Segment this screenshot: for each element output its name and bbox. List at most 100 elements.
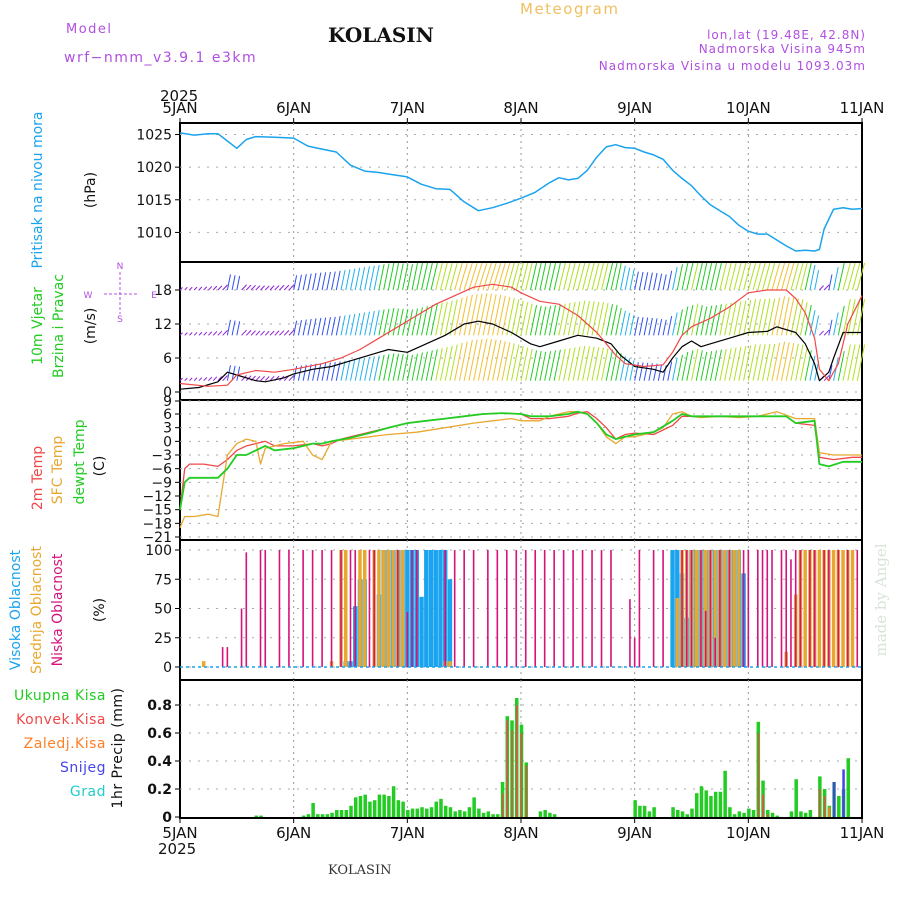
wind-arrow	[714, 349, 722, 381]
wind-arrow	[406, 354, 414, 381]
wind-arrow	[582, 346, 590, 381]
bottom-year-label: 2025	[158, 840, 196, 858]
wind-arrow	[572, 346, 581, 381]
wind-arrow	[307, 273, 312, 291]
precip-bar	[339, 810, 344, 817]
top-x-axis: 5JAN 6JAN 7JAN 8JAN 9JAN 10JAN 11JAN	[162, 99, 884, 123]
wind-arrow	[501, 342, 511, 381]
cloud-bar	[240, 608, 243, 667]
wind-arrow	[615, 353, 622, 381]
wind-arrow	[695, 305, 703, 336]
wind-arrow	[852, 344, 861, 381]
wind-arrow	[799, 262, 808, 291]
cloud-bar	[747, 550, 750, 667]
wind-arrow	[795, 344, 804, 381]
precip-bar	[794, 779, 798, 817]
wind-arrow	[416, 307, 423, 336]
precip-bar	[762, 794, 764, 817]
temp-ylabel-sfc: SFC Temp	[50, 436, 66, 505]
wind-arrow	[373, 264, 380, 291]
precip-bar	[642, 805, 647, 817]
bottom-x-axis: 5JAN 6JAN 7JAN 8JAN 9JAN 10JAN 11JAN	[162, 818, 884, 842]
precip-bar	[647, 811, 652, 817]
wind-arrow	[425, 262, 433, 291]
wind-arrow	[567, 347, 576, 381]
wind-arrow	[586, 301, 595, 336]
wind-arrow	[264, 376, 270, 382]
wind-arrow	[222, 329, 228, 336]
wind-arrow	[676, 309, 683, 336]
wind-arrow	[752, 344, 761, 381]
cloud-ylabel-high: Visoka Oblacnost	[8, 549, 24, 670]
wind-arrow	[785, 262, 795, 291]
wind-arrow	[515, 300, 524, 336]
precip-bar	[742, 812, 746, 817]
cloud-bar	[344, 550, 348, 667]
wind-arrow	[695, 350, 703, 381]
wind-arrow	[392, 262, 400, 291]
wind-arrow	[354, 313, 361, 336]
wind-arrow	[473, 262, 483, 291]
model-name: wrf−nmm_v3.9.1 e3km	[64, 50, 257, 66]
wind-arrow	[681, 262, 689, 291]
wind-arrow	[624, 312, 631, 336]
wind-arrow	[255, 285, 261, 291]
y-tick-label: 75	[154, 572, 172, 588]
wind-arrow	[738, 345, 747, 381]
wind-arrow	[790, 343, 799, 381]
wind-arrow	[553, 349, 561, 381]
cloud-bar	[817, 550, 822, 667]
cloud-bar	[813, 550, 816, 667]
top-year-label: 2025	[160, 87, 198, 105]
wind-arrow	[440, 262, 448, 291]
wind-arrow	[316, 317, 322, 336]
y-tick-label: 25	[154, 631, 172, 647]
wind-arrow	[373, 355, 380, 381]
wind-arrow	[425, 305, 433, 336]
wind-arrow	[619, 265, 626, 291]
wind-arrow	[709, 350, 718, 381]
wind-arrow	[226, 274, 231, 291]
precip-bar	[349, 805, 353, 817]
precip-bar	[671, 807, 675, 817]
wind-gust-line	[179, 283, 863, 387]
cloud-bar	[675, 597, 680, 667]
cloud-bar	[416, 550, 418, 667]
wind-arrow	[468, 262, 478, 291]
precip-bar	[254, 815, 259, 817]
wind-arrow	[520, 302, 529, 336]
cloud-bar	[562, 550, 565, 667]
precip-bar	[737, 811, 742, 817]
wind-arrow	[477, 293, 488, 336]
bottom-x-tick-label: 5JAN	[162, 824, 197, 842]
wind-arrow	[492, 340, 502, 381]
wind-arrow	[383, 308, 390, 336]
wind-arrow	[657, 318, 663, 336]
y-tick-label: 0	[163, 434, 172, 450]
compass-rose-icon: N S W E	[84, 262, 158, 325]
wind-arrow	[544, 305, 552, 336]
wind-axis-title: 10m Vjetar Brzina i Pravac (m/s) N S W E	[30, 262, 157, 378]
product-title: Meteogram	[520, 0, 619, 18]
wind-arrow	[482, 293, 492, 336]
wind-arrow	[856, 344, 866, 381]
wind-arrow	[586, 346, 595, 381]
wind-arrow	[217, 376, 223, 382]
top-x-tick-label: 5JAN	[162, 99, 197, 117]
wind-arrow	[279, 330, 285, 336]
cloud-bar	[790, 559, 792, 667]
wind-arrow	[833, 312, 839, 336]
wind-arrow	[449, 299, 458, 336]
wind-arrow	[757, 344, 766, 381]
top-x-tick-label: 8JAN	[503, 99, 538, 117]
precip-bar	[751, 810, 756, 817]
watermark: made by Angel	[872, 543, 890, 656]
cloud-ylabel-low: Niska Oblacnost	[50, 553, 66, 666]
wind-arrow	[411, 353, 418, 381]
wind-arrow	[771, 297, 781, 336]
wind-arrow	[179, 287, 183, 291]
cloud-bar	[823, 550, 825, 667]
wind-arrow	[482, 339, 492, 381]
wind-arrow	[605, 349, 614, 381]
precip-bar	[775, 815, 779, 817]
